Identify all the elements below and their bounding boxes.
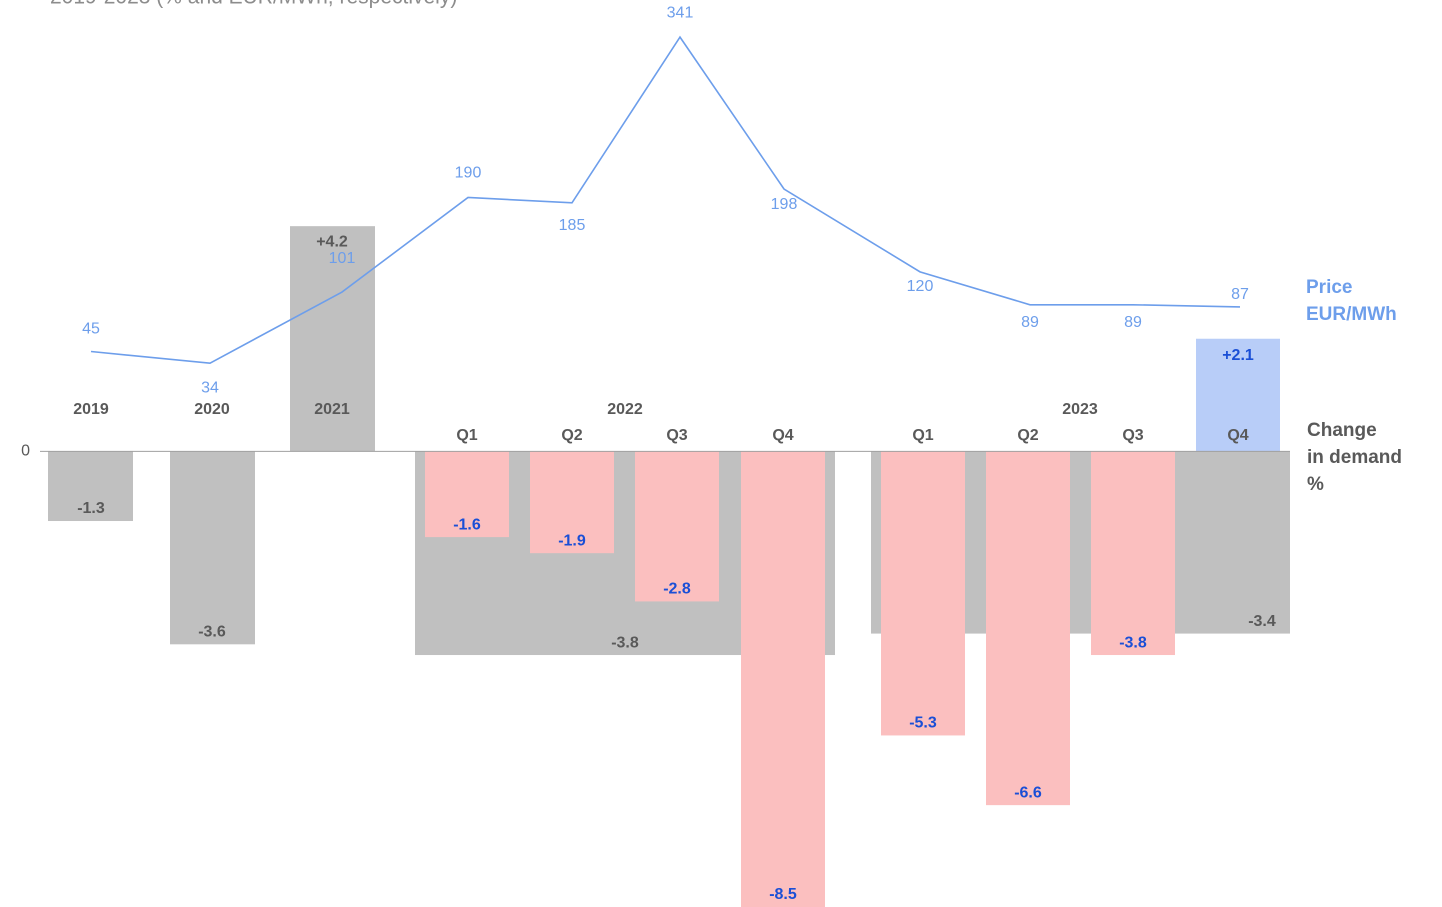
quarter-bar [1196, 338, 1280, 452]
annual-bar [170, 451, 255, 645]
year-label: 2020 [194, 401, 230, 418]
price-label: 89 [1021, 314, 1039, 331]
price-label: 341 [667, 4, 694, 21]
quarter-label: Q4 [772, 427, 793, 444]
annual-value-label: -3.8 [611, 634, 639, 651]
quarter-label: Q1 [912, 427, 933, 444]
quarter-value-label: -1.9 [558, 532, 586, 549]
quarter-value-label: -2.8 [663, 581, 691, 598]
quarter-bar [635, 451, 719, 602]
quarter-bar [530, 451, 614, 554]
quarter-bar [425, 451, 509, 538]
y-tick-label: 0 [21, 443, 30, 460]
price-label: 34 [201, 379, 219, 396]
annual-bar [48, 451, 133, 522]
annual-value-label: -3.6 [198, 624, 226, 641]
quarter-value-label: -1.6 [453, 516, 481, 533]
demand-axis-label: % [1307, 474, 1324, 495]
quarter-label: Q1 [456, 427, 477, 444]
quarter-value-label: -8.5 [769, 886, 797, 903]
price-line [90, 35, 1241, 365]
annual-bar [290, 226, 375, 452]
year-label: 2022 [607, 401, 643, 418]
quarter-bar [741, 451, 825, 907]
quarter-bar [1091, 451, 1175, 656]
price-label: 120 [907, 278, 934, 295]
quarter-bar [881, 451, 965, 736]
annual-value-label: -3.4 [1248, 613, 1276, 630]
quarter-label: Q3 [666, 427, 687, 444]
quarter-label: Q4 [1227, 427, 1248, 444]
price-label: 198 [771, 196, 798, 213]
year-label: 2019 [73, 401, 109, 418]
price-label: 89 [1124, 314, 1142, 331]
quarter-value-label: -3.8 [1119, 634, 1147, 651]
year-label: 2021 [314, 401, 350, 418]
chart-subtitle: 2019-2023 (% and EUR/MWh, respectively) [50, 0, 457, 9]
quarter-label: Q2 [1017, 427, 1038, 444]
quarter-label: Q3 [1122, 427, 1143, 444]
demand-axis-label: in demand [1307, 447, 1402, 468]
demand-axis-label: Change [1307, 420, 1377, 441]
price-label: 190 [455, 165, 482, 182]
price-axis-label: EUR/MWh [1306, 304, 1397, 325]
quarter-label: Q2 [561, 427, 582, 444]
year-label: 2023 [1062, 401, 1098, 418]
price-label: 101 [329, 250, 356, 267]
quarter-value-label: -5.3 [909, 715, 937, 732]
quarter-bar [986, 451, 1070, 806]
quarter-value-label: +2.1 [1222, 347, 1254, 364]
annual-value-label: -1.3 [77, 500, 105, 517]
quarter-value-label: -6.6 [1014, 784, 1042, 801]
price-label: 45 [82, 321, 100, 338]
price-label: 87 [1231, 286, 1249, 303]
price-label: 185 [559, 217, 586, 234]
annual-value-label: +4.2 [316, 233, 348, 250]
price-axis-label: Price [1306, 277, 1352, 298]
